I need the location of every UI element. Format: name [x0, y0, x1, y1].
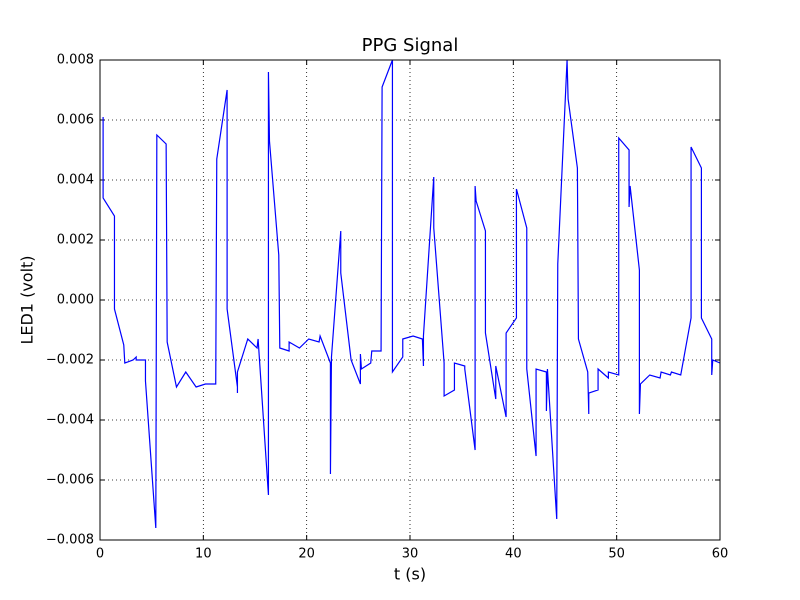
- x-tick-label: 20: [298, 547, 315, 562]
- x-tick-label: 60: [712, 547, 729, 562]
- y-tick-label: −0.002: [46, 353, 94, 368]
- chart-title: PPG Signal: [362, 35, 459, 56]
- y-tick-label: 0.006: [57, 113, 94, 128]
- y-tick-label: 0.000: [57, 293, 94, 308]
- x-tick-label: 30: [402, 547, 419, 562]
- y-tick-label: 0.008: [57, 53, 94, 68]
- x-tick-label: 0: [96, 547, 104, 562]
- y-tick-label: −0.006: [46, 473, 94, 488]
- data-line: [102, 59, 721, 529]
- y-tick-label: −0.008: [46, 533, 94, 548]
- x-axis-label: t (s): [394, 565, 426, 584]
- x-tick-label: 50: [608, 547, 625, 562]
- x-tick-label: 40: [505, 547, 522, 562]
- x-tick-label: 10: [195, 547, 212, 562]
- y-axis-label: LED1 (volt): [18, 255, 37, 344]
- y-tick-label: −0.004: [46, 413, 94, 428]
- y-tick-label: 0.004: [57, 173, 94, 188]
- plot-frame: [99, 59, 721, 541]
- y-tick-label: 0.002: [57, 233, 94, 248]
